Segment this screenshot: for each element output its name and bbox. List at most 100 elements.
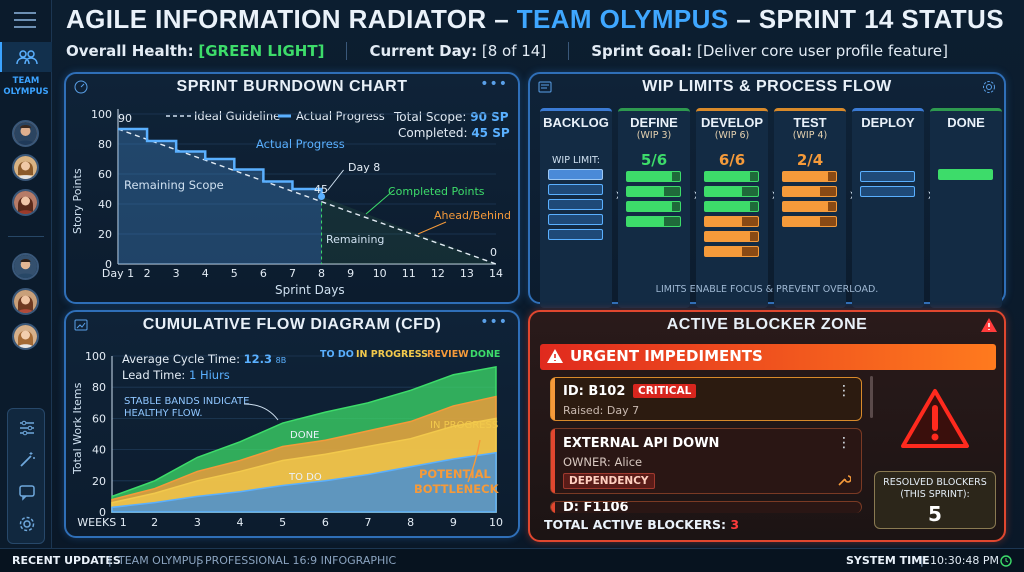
total-active-blockers: TOTAL ACTIVE BLOCKERS: 3 <box>544 517 740 532</box>
work-card[interactable] <box>626 171 681 182</box>
avatar[interactable] <box>12 253 39 280</box>
x-tick-label: 6 <box>322 516 329 529</box>
work-card[interactable] <box>860 186 915 197</box>
column-count: 6/6 <box>718 151 746 169</box>
work-card[interactable] <box>938 169 993 180</box>
x-tick-label: 9 <box>347 267 354 280</box>
wip-limit-label: WIP LIMIT: <box>552 155 600 166</box>
annotation-actual-progress: Actual Progress <box>256 137 345 151</box>
day8-arrow <box>327 169 344 191</box>
column-wip: (WIP 4) <box>792 130 828 141</box>
urgent-title: URGENT IMPEDIMENTS <box>570 347 763 365</box>
x-tick-label: 2 <box>151 516 158 529</box>
work-card[interactable] <box>548 199 603 210</box>
avg-cycle-time: Average Cycle Time: 12.3 8B <box>122 352 286 366</box>
filter-icon[interactable] <box>18 419 36 437</box>
wip-column-test[interactable]: TEST (WIP 4) 2/4 <box>774 108 846 308</box>
wip-column-define[interactable]: DEFINE (WIP 3) 5/6 <box>618 108 690 308</box>
work-card[interactable] <box>782 171 837 182</box>
kebab-menu-icon[interactable]: ⋮ <box>837 435 851 451</box>
settings-icon[interactable] <box>18 515 36 533</box>
work-card[interactable] <box>548 169 603 180</box>
wip-column-done[interactable]: DONE <box>930 108 1002 308</box>
column-header: DEVELOP <box>700 115 764 130</box>
footer: RECENT UPDATES | TEAM OLYMPUS | PROFESSI… <box>0 548 1024 572</box>
work-card[interactable] <box>704 231 759 242</box>
avatar[interactable] <box>12 288 39 315</box>
work-card[interactable] <box>626 186 681 197</box>
work-card[interactable] <box>548 184 603 195</box>
wip-column-backlog[interactable]: BACKLOG WIP LIMIT: <box>540 108 612 308</box>
x-tick-label: 14 <box>489 267 503 280</box>
work-card[interactable] <box>704 171 759 182</box>
work-card[interactable] <box>548 229 603 240</box>
cfd-band-to-do <box>111 451 497 513</box>
x-tick-label: 5 <box>231 267 238 280</box>
sidebar: TEAM OLYMPUS <box>0 0 52 548</box>
legend-review: REVIEW <box>427 349 469 360</box>
kebab-menu-icon[interactable]: ⋮ <box>837 383 851 399</box>
warning-icon <box>981 318 997 332</box>
cfd-ylabel: Total Work Items <box>71 382 84 475</box>
x-tick-label: 5 <box>279 516 286 529</box>
avatar[interactable] <box>12 120 39 147</box>
annotation-ahead-behind: Ahead/Behind <box>434 209 511 222</box>
hamburger-menu-icon[interactable] <box>14 12 36 28</box>
y-tick-label: 20 <box>92 475 106 488</box>
blocker-title: ACTIVE BLOCKER ZONE <box>666 316 868 333</box>
work-card[interactable] <box>704 246 759 257</box>
y-tick-label: 60 <box>98 168 112 181</box>
annotation-completed-points: Completed Points <box>388 185 485 198</box>
avatar[interactable] <box>12 154 39 181</box>
blocker-card[interactable]: D: F1106 <box>550 501 862 513</box>
work-card[interactable] <box>782 201 837 212</box>
forecast-area <box>321 196 496 264</box>
burndown-xlabel: Sprint Days <box>275 283 345 297</box>
more-options-icon[interactable]: ••• <box>480 314 508 330</box>
work-card[interactable] <box>782 216 837 227</box>
avatar[interactable] <box>12 323 39 350</box>
cfd-panel: CUMULATIVE FLOW DIAGRAM (CFD) ••• Total … <box>64 310 520 538</box>
work-card[interactable] <box>860 171 915 182</box>
clock-icon <box>1000 555 1012 567</box>
magic-icon[interactable] <box>18 451 36 469</box>
more-options-icon[interactable]: ••• <box>480 76 508 92</box>
health-status: Overall Health: [GREEN LIGHT] <box>66 42 325 60</box>
sidebar-divider <box>8 236 44 237</box>
large-warning-icon <box>901 389 969 448</box>
chat-icon[interactable] <box>18 483 36 501</box>
cfd-chart: Total Work Items 0 20 40 60 80 100 WEEKS 1 2 3 4 5… <box>71 349 503 529</box>
work-card[interactable] <box>626 201 681 212</box>
ahead-arrow <box>417 221 447 235</box>
y-tick-label: 60 <box>92 412 106 425</box>
x-tick-label: 2 <box>144 267 151 280</box>
work-card[interactable] <box>704 186 759 197</box>
work-card[interactable] <box>704 216 759 227</box>
blocker-card[interactable]: ID: B102 CRITICAL Raised: Day 7 ⋮ <box>550 377 862 421</box>
column-header: TEST <box>793 115 827 130</box>
legend-inprogress: IN PROGRESS <box>356 349 428 360</box>
page-title: AGILE INFORMATION RADIATOR – TEAM OLYMPU… <box>66 4 1004 34</box>
wip-column-deploy[interactable]: DEPLOY <box>852 108 924 308</box>
wip-column-develop[interactable]: DEVELOP (WIP 6) 6/6 <box>696 108 768 308</box>
urgent-banner: URGENT IMPEDIMENTS <box>540 344 996 370</box>
label-90: 90 <box>118 112 132 125</box>
scrollbar[interactable] <box>870 376 873 418</box>
day8-point <box>318 193 326 200</box>
team-nav-item[interactable] <box>0 42 52 72</box>
work-card[interactable] <box>782 186 837 197</box>
work-card[interactable] <box>626 216 681 227</box>
column-header: DEFINE <box>630 115 678 130</box>
gear-icon[interactable] <box>982 80 996 94</box>
dependency-badge: DEPENDENCY <box>563 473 655 489</box>
x-tick-label: 8 <box>318 267 325 280</box>
completed-points: Completed: 45 SP <box>398 126 510 140</box>
recent-updates[interactable]: RECENT UPDATES <box>12 554 121 567</box>
annotation-remaining: Remaining <box>326 233 384 246</box>
blocker-card[interactable]: EXTERNAL API DOWN OWNER: Alice DEPENDENC… <box>550 428 862 494</box>
avatar[interactable] <box>12 189 39 216</box>
x-tick-label: 8 <box>407 516 414 529</box>
work-card[interactable] <box>704 201 759 212</box>
current-day: Current Day: [8 of 14] <box>369 42 547 60</box>
work-card[interactable] <box>548 214 603 225</box>
